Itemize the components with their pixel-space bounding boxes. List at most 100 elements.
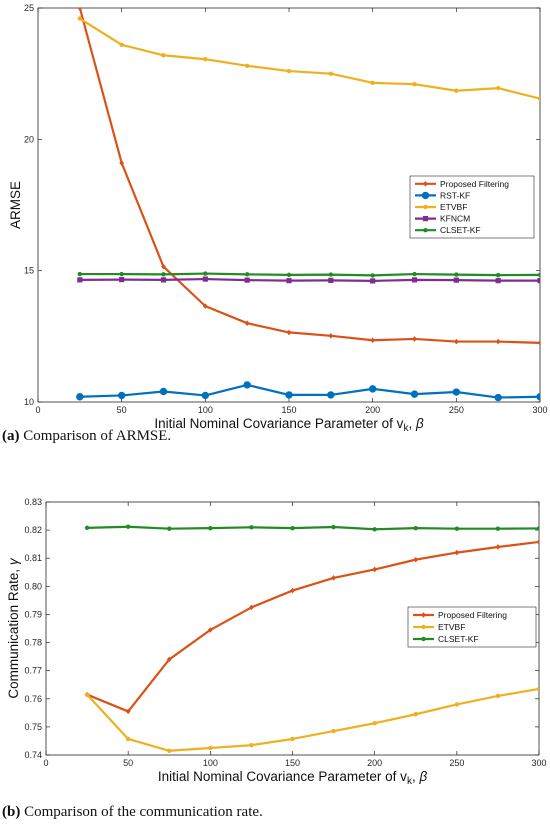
x-tick-label: 100 [198, 405, 213, 415]
data-point-2 [159, 387, 168, 396]
data-point-4 [244, 320, 250, 326]
caption-a-tag: (a) [2, 428, 20, 444]
data-point-11 [536, 393, 540, 401]
data-point-1 [117, 391, 126, 400]
data-point-11 [537, 272, 540, 278]
data-point-8 [413, 556, 419, 563]
legend-label: ETVBF [438, 622, 465, 632]
data-point-1 [119, 276, 125, 283]
y-tick-label: 25 [24, 3, 34, 13]
data-point-4 [249, 742, 254, 748]
data-point-4 [249, 525, 254, 530]
data-point-10 [495, 693, 501, 699]
legend-item: Proposed Filtering [415, 179, 509, 189]
data-point-legend [423, 181, 428, 187]
data-point-legend [421, 624, 426, 630]
y-tick-label: 0.75 [24, 722, 42, 732]
data-point-4 [243, 381, 251, 389]
data-point-4 [244, 63, 250, 68]
data-point-10 [495, 85, 501, 91]
chart-armse: 0 50 100 150 200 250 300 10 15 20 25 Initial Nomina… [8, 3, 548, 434]
data-point-7 [372, 566, 378, 573]
data-point-11 [536, 526, 539, 531]
series-proposed-filtering [77, 8, 540, 346]
x-tick-label: 200 [365, 405, 380, 415]
data-point-3 [202, 276, 208, 282]
data-point-1 [125, 736, 131, 742]
data-point-3 [208, 525, 213, 531]
x-tick-label: 100 [203, 758, 218, 768]
data-point-11 [537, 96, 540, 101]
data-point-1 [119, 42, 124, 47]
data-point-10 [495, 272, 501, 278]
series-line [78, 8, 540, 344]
y-tick-label: 0.83 [24, 497, 42, 507]
y-tick-label: 0.76 [24, 694, 42, 704]
chart-communication-rate: 0 50 100 150 200 250 300 0.74 0.75 0.76 0.77 0.78 0.… [6, 497, 547, 787]
data-point-9 [454, 702, 460, 707]
data-point-9 [453, 338, 459, 345]
y-tick-label: 15 [24, 266, 34, 276]
series-etvbf [77, 16, 540, 101]
series-line [79, 277, 540, 283]
data-point-10 [495, 338, 501, 345]
series-line [87, 525, 539, 531]
x-tick-label: 200 [367, 758, 382, 768]
legend-item: KFNCM [415, 214, 470, 224]
series-line [86, 687, 539, 752]
legend-item: ETVBF [415, 202, 467, 212]
data-point-2 [166, 656, 172, 663]
data-point-7 [368, 385, 377, 393]
data-point-4 [249, 604, 254, 611]
data-point-7 [370, 273, 375, 278]
data-point-9 [454, 272, 459, 277]
series-kfncm [77, 276, 540, 284]
legend-item: ETVBF [413, 622, 465, 632]
data-point-1 [125, 524, 131, 529]
data-point-6 [328, 272, 334, 277]
data-point-3 [203, 271, 208, 276]
x-tick-label: 0 [43, 758, 48, 768]
caption-b-text: Comparison of the communication rate. [20, 804, 263, 820]
series-line [79, 272, 540, 277]
legend-label: KFNCM [440, 214, 470, 224]
data-point-6 [328, 333, 334, 339]
data-point-3 [202, 303, 208, 309]
data-point-10 [495, 526, 501, 531]
y-tick-label: 0.74 [24, 750, 42, 760]
x-tick-label: 50 [117, 405, 127, 415]
data-point-legend [421, 612, 426, 618]
series-etvbf [84, 686, 539, 753]
data-point-8 [413, 712, 418, 717]
y-tick-label: 0.78 [24, 638, 42, 648]
caption-a-text: Comparison of ARMSE. [19, 428, 172, 444]
x-axis-label: Initial Nominal Covariance Parameter of … [154, 416, 424, 434]
data-point-6 [328, 71, 334, 76]
caption-a: (a) Comparison of ARMSE. [2, 428, 171, 445]
data-point-9 [453, 277, 459, 283]
data-point-legend [421, 191, 430, 200]
data-point-8 [411, 277, 418, 283]
data-point-legend [423, 204, 428, 210]
data-point-9 [454, 526, 460, 531]
data-point-2 [161, 53, 166, 58]
data-point-3 [207, 627, 213, 633]
x-tick-label: 250 [449, 405, 464, 415]
series-line [86, 540, 539, 713]
data-point-11 [536, 686, 539, 692]
data-point-10 [495, 278, 501, 284]
data-point-legend [423, 228, 428, 233]
data-point-0 [77, 271, 83, 277]
data-point-0 [76, 393, 84, 401]
data-point-10 [495, 544, 501, 550]
data-point-3 [208, 745, 213, 751]
y-axis-label: ARMSE [8, 181, 23, 229]
y-tick-label: 0.80 [24, 581, 42, 591]
data-point-1 [119, 271, 124, 277]
data-point-0 [77, 277, 83, 283]
legend: Proposed Filtering ETVBF CLSET-KF [407, 606, 537, 648]
series-line [79, 17, 540, 100]
legend-label: Proposed Filtering [440, 179, 509, 189]
x-tick-label: 300 [531, 758, 546, 768]
